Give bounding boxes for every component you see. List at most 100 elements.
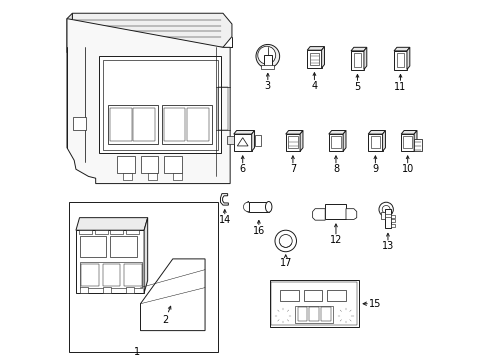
Bar — [321, 307, 330, 321]
Text: 3: 3 — [264, 81, 270, 91]
Circle shape — [243, 202, 252, 212]
Bar — [110, 230, 123, 234]
Circle shape — [300, 311, 304, 315]
Circle shape — [330, 208, 340, 217]
Polygon shape — [67, 13, 72, 53]
Polygon shape — [140, 259, 204, 330]
Bar — [110, 108, 131, 140]
Bar — [390, 220, 394, 222]
Circle shape — [312, 318, 315, 321]
Circle shape — [277, 310, 288, 321]
Bar — [367, 134, 382, 151]
Bar — [217, 87, 228, 130]
Bar — [309, 307, 318, 321]
Bar — [328, 134, 343, 151]
Text: 16: 16 — [252, 226, 264, 236]
Polygon shape — [144, 218, 147, 293]
Text: 7: 7 — [289, 164, 295, 174]
Bar — [69, 202, 217, 352]
Bar — [263, 55, 271, 66]
Bar — [126, 230, 139, 234]
Bar — [269, 280, 359, 327]
Polygon shape — [413, 131, 416, 151]
Bar — [122, 173, 131, 180]
Text: 13: 13 — [381, 241, 393, 251]
Bar — [117, 156, 135, 173]
Polygon shape — [393, 47, 409, 51]
Bar — [147, 173, 156, 180]
Text: 1: 1 — [134, 347, 140, 357]
Polygon shape — [67, 19, 230, 184]
Circle shape — [324, 311, 327, 315]
Circle shape — [352, 320, 357, 325]
Bar — [380, 212, 384, 220]
Polygon shape — [350, 47, 366, 51]
Bar — [271, 282, 357, 325]
Bar — [140, 156, 158, 173]
Circle shape — [382, 206, 389, 213]
Bar — [80, 262, 142, 288]
Bar — [306, 50, 321, 68]
Bar — [99, 56, 221, 153]
Circle shape — [255, 44, 279, 68]
Polygon shape — [251, 131, 254, 151]
Bar — [390, 215, 394, 218]
Polygon shape — [343, 131, 346, 151]
Polygon shape — [406, 47, 409, 69]
Circle shape — [274, 230, 296, 252]
Bar — [350, 51, 363, 69]
Bar — [102, 264, 120, 286]
Bar — [162, 105, 212, 144]
Circle shape — [283, 294, 286, 297]
Polygon shape — [321, 46, 324, 68]
Circle shape — [352, 282, 357, 287]
Text: 10: 10 — [401, 164, 413, 174]
Circle shape — [338, 294, 341, 297]
Bar — [325, 204, 346, 220]
Bar — [163, 108, 185, 140]
Bar — [227, 136, 233, 144]
Bar — [187, 108, 208, 140]
Bar — [287, 136, 297, 148]
Circle shape — [306, 294, 309, 297]
Bar — [163, 156, 182, 173]
Bar — [233, 134, 251, 151]
Bar — [384, 209, 390, 228]
Circle shape — [312, 311, 315, 315]
Circle shape — [175, 297, 181, 303]
Bar — [297, 307, 306, 321]
Polygon shape — [367, 131, 385, 134]
Circle shape — [291, 294, 295, 297]
Polygon shape — [220, 194, 228, 205]
Circle shape — [314, 294, 318, 297]
Bar — [81, 264, 99, 286]
Bar — [402, 136, 411, 148]
Polygon shape — [400, 131, 416, 134]
Bar — [396, 53, 404, 67]
Polygon shape — [312, 209, 325, 220]
Bar — [400, 134, 413, 151]
Polygon shape — [346, 209, 356, 220]
Circle shape — [274, 307, 292, 324]
Text: 2: 2 — [162, 315, 168, 325]
Ellipse shape — [265, 202, 271, 212]
Bar — [94, 230, 107, 234]
Bar — [309, 53, 319, 65]
Bar — [172, 173, 182, 180]
Bar — [370, 136, 379, 148]
Circle shape — [324, 318, 327, 321]
Bar — [80, 235, 106, 257]
Text: 5: 5 — [354, 82, 360, 92]
Text: 9: 9 — [371, 164, 378, 174]
Text: 14: 14 — [219, 215, 231, 225]
Bar — [353, 53, 361, 67]
Bar — [285, 134, 300, 151]
Bar — [393, 51, 406, 69]
Bar — [295, 306, 333, 323]
Circle shape — [271, 282, 276, 287]
Circle shape — [271, 320, 276, 325]
Circle shape — [73, 102, 86, 115]
Text: 15: 15 — [368, 299, 381, 309]
Bar — [248, 202, 268, 212]
Bar — [133, 108, 155, 140]
